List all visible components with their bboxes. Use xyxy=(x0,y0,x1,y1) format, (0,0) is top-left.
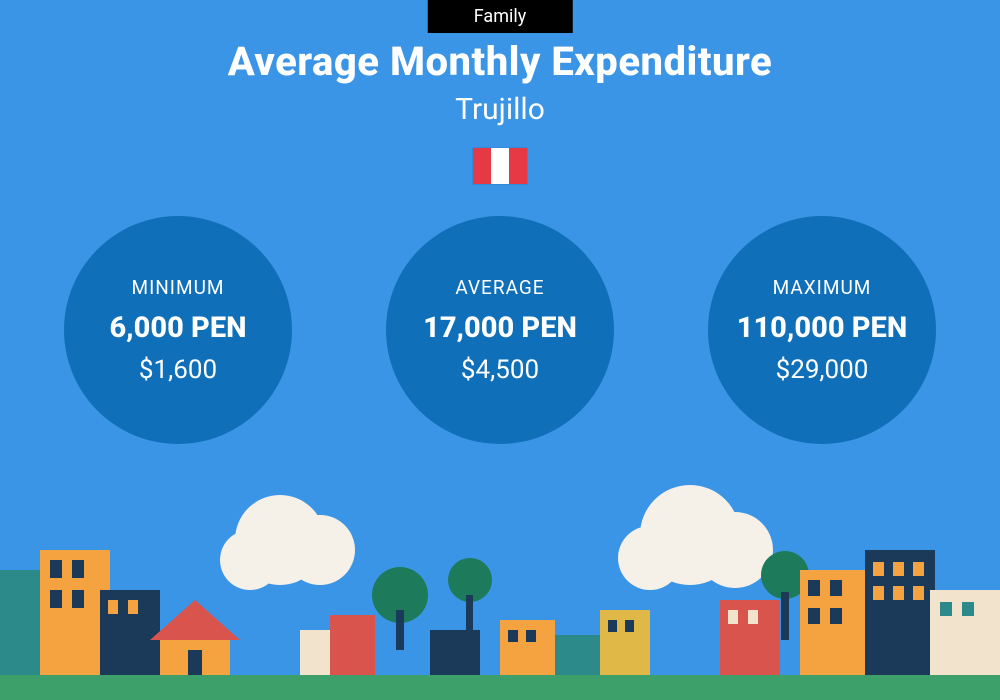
stat-minimum: MINIMUM 6,000 PEN $1,600 xyxy=(64,216,292,444)
stat-secondary: $29,000 xyxy=(776,355,869,385)
stat-primary: 110,000 PEN xyxy=(737,311,908,345)
stat-label: AVERAGE xyxy=(455,276,544,299)
stat-secondary: $4,500 xyxy=(461,355,539,385)
stat-primary: 6,000 PEN xyxy=(109,311,246,345)
stat-label: MAXIMUM xyxy=(773,276,872,299)
page-subtitle: Trujillo xyxy=(0,92,1000,127)
flag-stripe-left xyxy=(473,148,491,184)
page-title: Average Monthly Expenditure xyxy=(0,38,1000,85)
flag-icon xyxy=(473,148,527,184)
stat-secondary: $1,600 xyxy=(139,355,217,385)
stats-row: MINIMUM 6,000 PEN $1,600 AVERAGE 17,000 … xyxy=(0,216,1000,444)
flag-stripe-right xyxy=(509,148,527,184)
stat-average: AVERAGE 17,000 PEN $4,500 xyxy=(386,216,614,444)
stat-primary: 17,000 PEN xyxy=(423,311,577,345)
category-badge-text: Family xyxy=(474,6,527,27)
stat-maximum: MAXIMUM 110,000 PEN $29,000 xyxy=(708,216,936,444)
stat-label: MINIMUM xyxy=(132,276,225,299)
flag-stripe-center xyxy=(491,148,509,184)
category-badge: Family xyxy=(428,0,573,33)
